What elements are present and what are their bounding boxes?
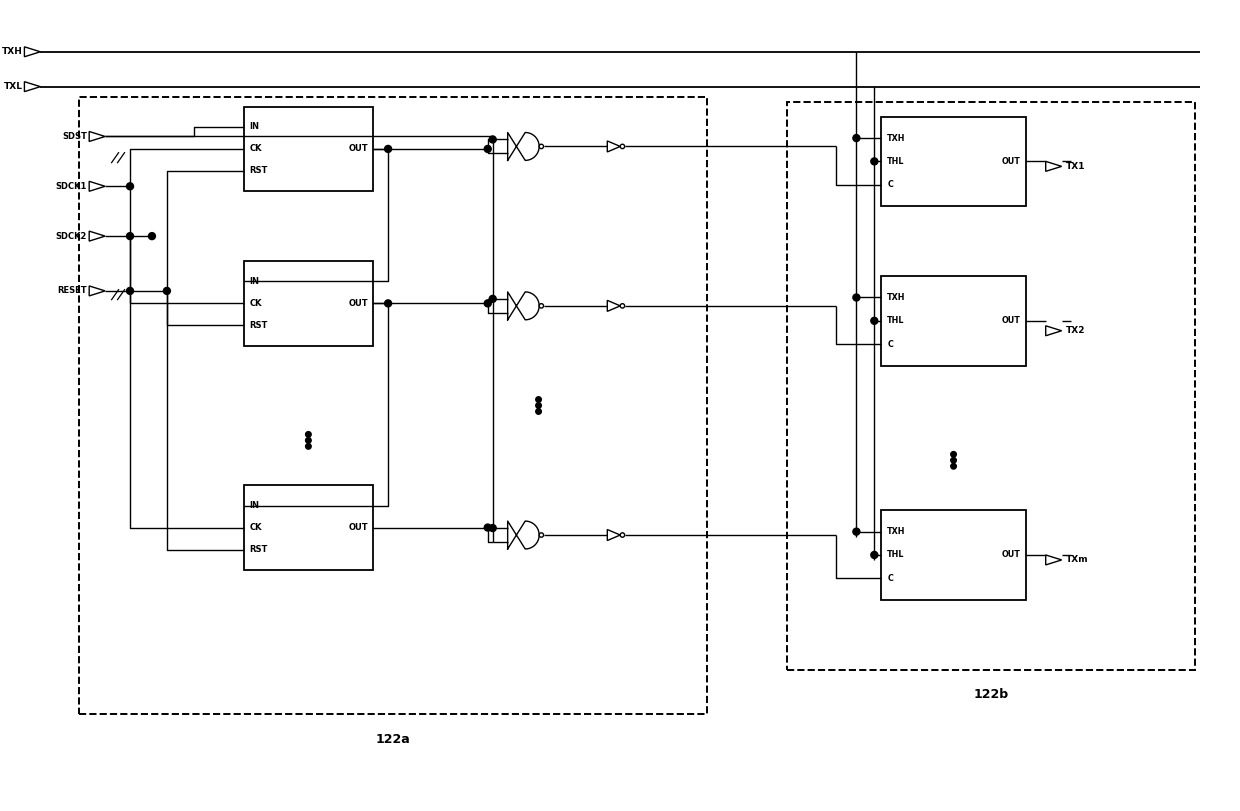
Text: OUT: OUT: [1002, 316, 1021, 325]
Circle shape: [126, 182, 134, 190]
Bar: [243, 485, 373, 570]
Text: CK: CK: [249, 523, 262, 532]
Text: THL: THL: [888, 157, 905, 166]
Circle shape: [485, 145, 491, 152]
Polygon shape: [89, 131, 105, 141]
Polygon shape: [1045, 326, 1061, 336]
Bar: [882, 510, 1025, 600]
Circle shape: [870, 317, 878, 324]
Circle shape: [384, 300, 392, 307]
Circle shape: [126, 287, 134, 294]
Text: TXm: TXm: [1065, 556, 1089, 564]
Text: TXL: TXL: [4, 82, 22, 91]
Bar: [882, 117, 1025, 206]
Text: RESET: RESET: [57, 286, 87, 295]
Polygon shape: [25, 47, 41, 57]
Polygon shape: [89, 182, 105, 191]
Polygon shape: [1045, 555, 1061, 565]
Text: OUT: OUT: [1002, 157, 1021, 166]
Circle shape: [305, 444, 311, 449]
Circle shape: [490, 525, 496, 531]
Polygon shape: [507, 521, 539, 549]
Polygon shape: [507, 292, 539, 320]
Polygon shape: [507, 132, 539, 161]
Circle shape: [305, 438, 311, 443]
Text: RST: RST: [249, 545, 268, 554]
Text: TXH: TXH: [888, 293, 905, 302]
Circle shape: [536, 409, 542, 414]
Circle shape: [164, 287, 170, 294]
Circle shape: [951, 464, 956, 469]
Text: OUT: OUT: [348, 523, 368, 532]
Circle shape: [951, 457, 956, 463]
Circle shape: [853, 294, 859, 301]
Circle shape: [539, 144, 543, 148]
Circle shape: [536, 403, 542, 408]
Text: C: C: [888, 573, 893, 583]
Circle shape: [536, 397, 542, 402]
Circle shape: [126, 233, 134, 239]
Text: OUT: OUT: [348, 144, 368, 153]
Text: OUT: OUT: [1002, 551, 1021, 560]
Circle shape: [870, 551, 878, 559]
Text: TXH: TXH: [1, 47, 22, 56]
Polygon shape: [25, 82, 41, 92]
Text: C: C: [888, 180, 893, 189]
Text: TXH: TXH: [888, 134, 905, 143]
Text: RST: RST: [249, 166, 268, 175]
Circle shape: [490, 295, 496, 303]
Text: IN: IN: [249, 501, 259, 510]
Polygon shape: [608, 530, 620, 541]
Text: TX2: TX2: [1065, 326, 1085, 335]
Text: SDCK1: SDCK1: [56, 182, 87, 191]
Text: 122a: 122a: [376, 733, 410, 746]
Text: IN: IN: [249, 277, 259, 285]
Circle shape: [149, 233, 155, 239]
Polygon shape: [608, 141, 620, 152]
Circle shape: [620, 144, 625, 148]
Circle shape: [539, 533, 543, 537]
Bar: [243, 106, 373, 191]
Bar: [243, 261, 373, 345]
Bar: [79, 97, 707, 714]
Circle shape: [490, 136, 496, 143]
Text: SDST: SDST: [62, 132, 87, 141]
Circle shape: [539, 303, 543, 308]
Circle shape: [951, 452, 956, 457]
Circle shape: [853, 135, 859, 142]
Text: RST: RST: [249, 321, 268, 330]
Text: TX1: TX1: [1065, 162, 1085, 171]
Polygon shape: [608, 300, 620, 311]
Text: OUT: OUT: [348, 299, 368, 308]
Circle shape: [853, 528, 859, 535]
Polygon shape: [89, 286, 105, 296]
Circle shape: [620, 533, 625, 537]
Text: C: C: [888, 340, 893, 349]
Polygon shape: [1045, 161, 1061, 171]
Text: 122b: 122b: [973, 688, 1008, 701]
Circle shape: [485, 524, 491, 531]
Text: CK: CK: [249, 144, 262, 153]
Polygon shape: [89, 231, 105, 241]
Circle shape: [485, 300, 491, 307]
Circle shape: [384, 145, 392, 152]
Circle shape: [620, 303, 625, 308]
Text: CK: CK: [249, 299, 262, 308]
Circle shape: [305, 431, 311, 437]
Circle shape: [870, 158, 878, 165]
Bar: [882, 276, 1025, 366]
Text: THL: THL: [888, 551, 905, 560]
Text: THL: THL: [888, 316, 905, 325]
Text: IN: IN: [249, 122, 259, 131]
Bar: [786, 101, 1195, 670]
Text: TXH: TXH: [888, 527, 905, 536]
Text: SDCK2: SDCK2: [56, 232, 87, 241]
